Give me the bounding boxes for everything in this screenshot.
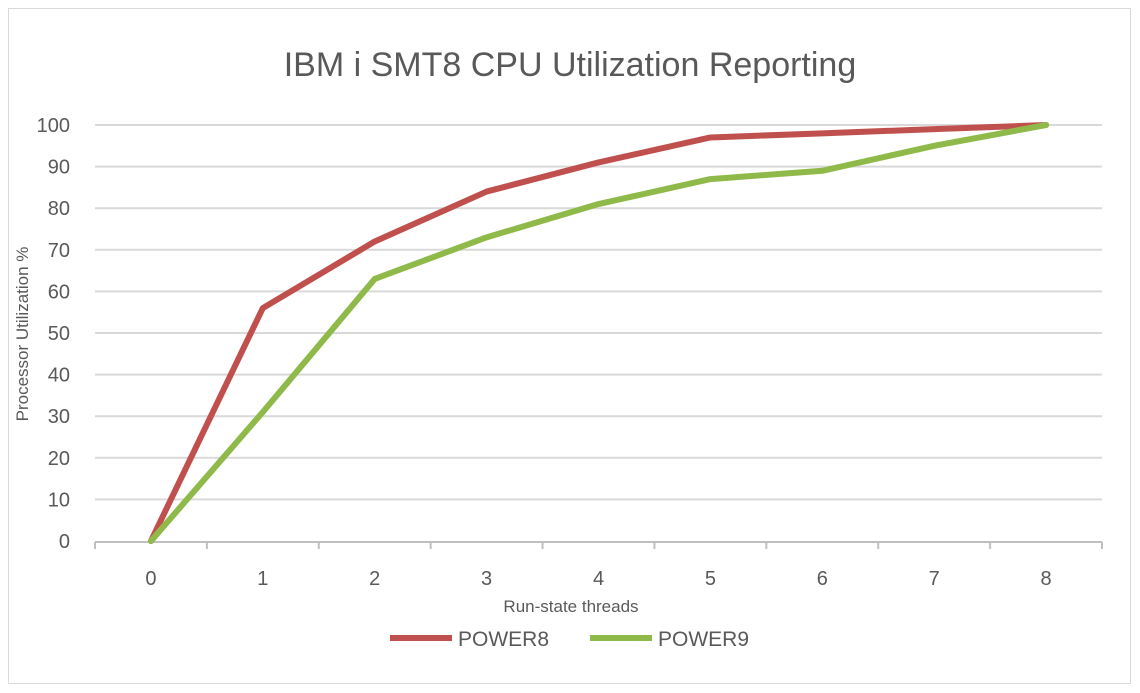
legend-item-power8: POWER8 xyxy=(390,628,549,651)
data-point xyxy=(821,132,824,135)
data-point xyxy=(149,540,152,542)
data-point xyxy=(485,190,488,193)
x-tick-label: 1 xyxy=(257,568,268,590)
chart-frame xyxy=(8,8,1131,684)
legend-label: POWER8 xyxy=(458,628,549,651)
data-point xyxy=(821,169,824,172)
y-axis-ticks: 0 10 20 30 40 50 60 70 80 90 100 xyxy=(37,115,70,553)
gridlines xyxy=(95,124,1102,501)
y-tick-label: 30 xyxy=(48,406,70,428)
data-point xyxy=(709,136,712,139)
x-tick-label: 2 xyxy=(369,568,380,590)
data-point xyxy=(1045,124,1048,126)
chart-title: IBM i SMT8 CPU Utilization Reporting xyxy=(284,46,857,84)
x-tick-label: 4 xyxy=(593,568,604,590)
x-tick-label: 5 xyxy=(705,568,716,590)
data-point xyxy=(485,236,488,239)
legend-label: POWER9 xyxy=(658,628,749,651)
y-tick-label: 10 xyxy=(48,489,70,511)
y-tick-label: 90 xyxy=(48,157,70,179)
data-point xyxy=(597,161,600,164)
series-lines xyxy=(147,122,1050,544)
x-tick-label: 3 xyxy=(481,568,492,590)
x-tick-label: 0 xyxy=(145,568,156,590)
data-point xyxy=(373,240,376,243)
y-tick-label: 80 xyxy=(48,198,70,220)
x-axis-label: Run-state threads xyxy=(503,597,638,616)
y-tick-label: 70 xyxy=(48,240,70,262)
y-tick-label: 40 xyxy=(48,365,70,387)
y-axis-label: Processor Utilization % xyxy=(13,247,32,422)
legend: POWER8 POWER9 xyxy=(390,628,749,651)
x-tick-label: 8 xyxy=(1040,568,1051,590)
x-tick-label: 6 xyxy=(817,568,828,590)
y-tick-label: 60 xyxy=(48,281,70,303)
y-tick-label: 20 xyxy=(48,448,70,470)
data-point xyxy=(261,307,264,310)
data-point xyxy=(597,203,600,206)
data-point xyxy=(933,128,936,131)
data-point xyxy=(933,144,936,147)
x-tick-label: 7 xyxy=(929,568,940,590)
y-tick-label: 0 xyxy=(59,531,70,553)
data-point xyxy=(261,411,264,414)
data-point xyxy=(373,277,376,280)
x-axis: 0 1 2 3 4 5 6 7 8 xyxy=(94,541,1103,590)
y-tick-label: 100 xyxy=(37,115,70,137)
y-tick-label: 50 xyxy=(48,323,70,345)
legend-item-power9: POWER9 xyxy=(590,628,749,651)
data-point xyxy=(709,178,712,181)
